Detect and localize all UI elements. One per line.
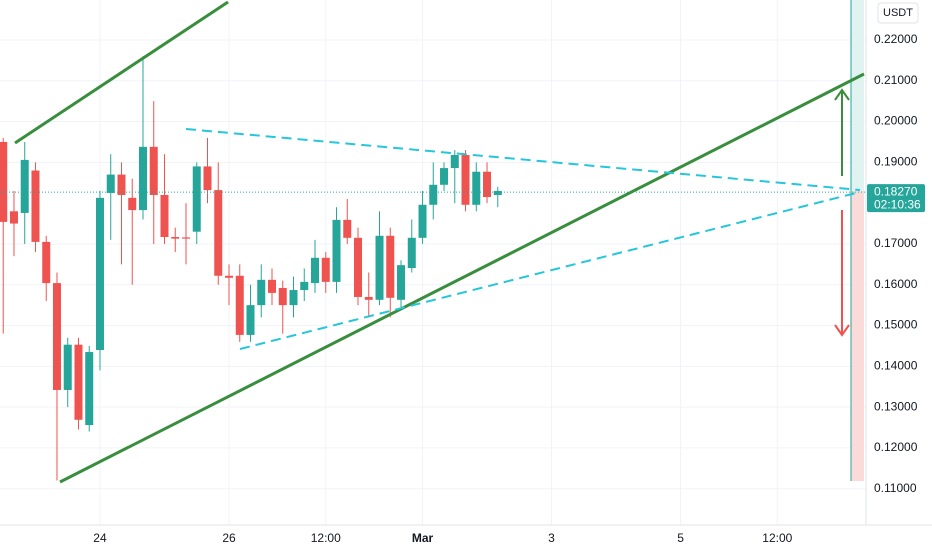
candle-body [42, 241, 51, 284]
x-tick-label: 12:00 [762, 531, 792, 545]
candle-body [429, 184, 438, 205]
y-tick-label: 0.20000 [874, 114, 918, 128]
candle-body [106, 174, 115, 193]
y-tick-label: 0.12000 [874, 440, 918, 454]
candle-body [461, 155, 470, 205]
y-tick-label: 0.22000 [874, 32, 918, 46]
candle-body [95, 197, 104, 350]
arrow-up [834, 88, 850, 176]
candles [0, 56, 502, 481]
y-tick-label: 0.21000 [874, 73, 918, 87]
candle-body [321, 257, 330, 282]
currency: USDT [883, 7, 913, 19]
candle-body [450, 155, 459, 169]
wedge-line [239, 191, 861, 350]
candle-body [149, 146, 158, 195]
candle-body [343, 219, 352, 238]
y-tick-label: 0.16000 [874, 277, 918, 291]
last-price: 0.18270 [874, 184, 918, 198]
candle-body [31, 170, 40, 242]
candle-body [332, 219, 341, 282]
x-tick-label: 12:00 [311, 531, 341, 545]
loss-zone [851, 191, 864, 481]
candle-body [160, 194, 169, 238]
candle-body [397, 265, 406, 300]
candle-body [235, 275, 244, 335]
candle-body [440, 168, 449, 185]
candle-body [52, 283, 61, 390]
candle-body [483, 171, 492, 198]
candle-body [493, 190, 502, 195]
x-tick-label: 5 [677, 531, 684, 545]
countdown: 02:10:36 [874, 197, 921, 211]
candle-body [268, 279, 277, 293]
x-tick-label: 26 [222, 531, 236, 545]
trend-line [14, 0, 229, 145]
x-tick-label: 24 [93, 531, 107, 545]
candle-body [375, 235, 384, 300]
candle-body [63, 344, 72, 390]
candle-body [289, 290, 298, 306]
candle-body [300, 281, 309, 291]
candle-body [311, 257, 320, 284]
candle-body [224, 275, 233, 278]
candle-body [192, 166, 201, 232]
candle-body [181, 237, 190, 239]
candle-body [472, 171, 481, 205]
y-tick-label: 0.14000 [874, 358, 918, 372]
currency-box[interactable] [877, 2, 919, 24]
trend-line [59, 72, 865, 484]
candle-body [171, 237, 180, 239]
candle-body [138, 146, 147, 211]
candle-body [364, 296, 373, 300]
y-tick-label: 0.19000 [874, 155, 918, 169]
candle-body [203, 166, 212, 191]
y-tick-label: 0.13000 [874, 399, 918, 413]
candle-body [9, 211, 18, 224]
wedge-line [185, 128, 861, 191]
candle-body [0, 141, 8, 222]
x-tick-label: 3 [548, 531, 555, 545]
x-tick-label: Mar [412, 531, 434, 545]
candle-body [74, 344, 83, 420]
y-tick-label: 0.11000 [874, 481, 917, 495]
candle-body [117, 174, 126, 195]
candle-body [386, 235, 395, 298]
axes: 0.22000 0.21000 0.20000 0.19000 0.17000 0.160… [93, 32, 925, 545]
candle-body [85, 352, 94, 426]
candle-body [407, 237, 416, 269]
y-tick-label: 0.15000 [874, 318, 918, 332]
candle-body [278, 287, 287, 306]
candle-body [128, 197, 137, 211]
profit-zone [851, 0, 864, 191]
candle-body [354, 237, 363, 297]
candle-body [246, 305, 255, 335]
arrow-down [834, 210, 850, 337]
candle-body [214, 190, 223, 276]
candle-body [257, 279, 266, 306]
candle-body [20, 159, 29, 213]
candle-body [418, 204, 427, 238]
last-price-box [867, 184, 925, 213]
y-tick-label: 0.17000 [874, 236, 918, 250]
